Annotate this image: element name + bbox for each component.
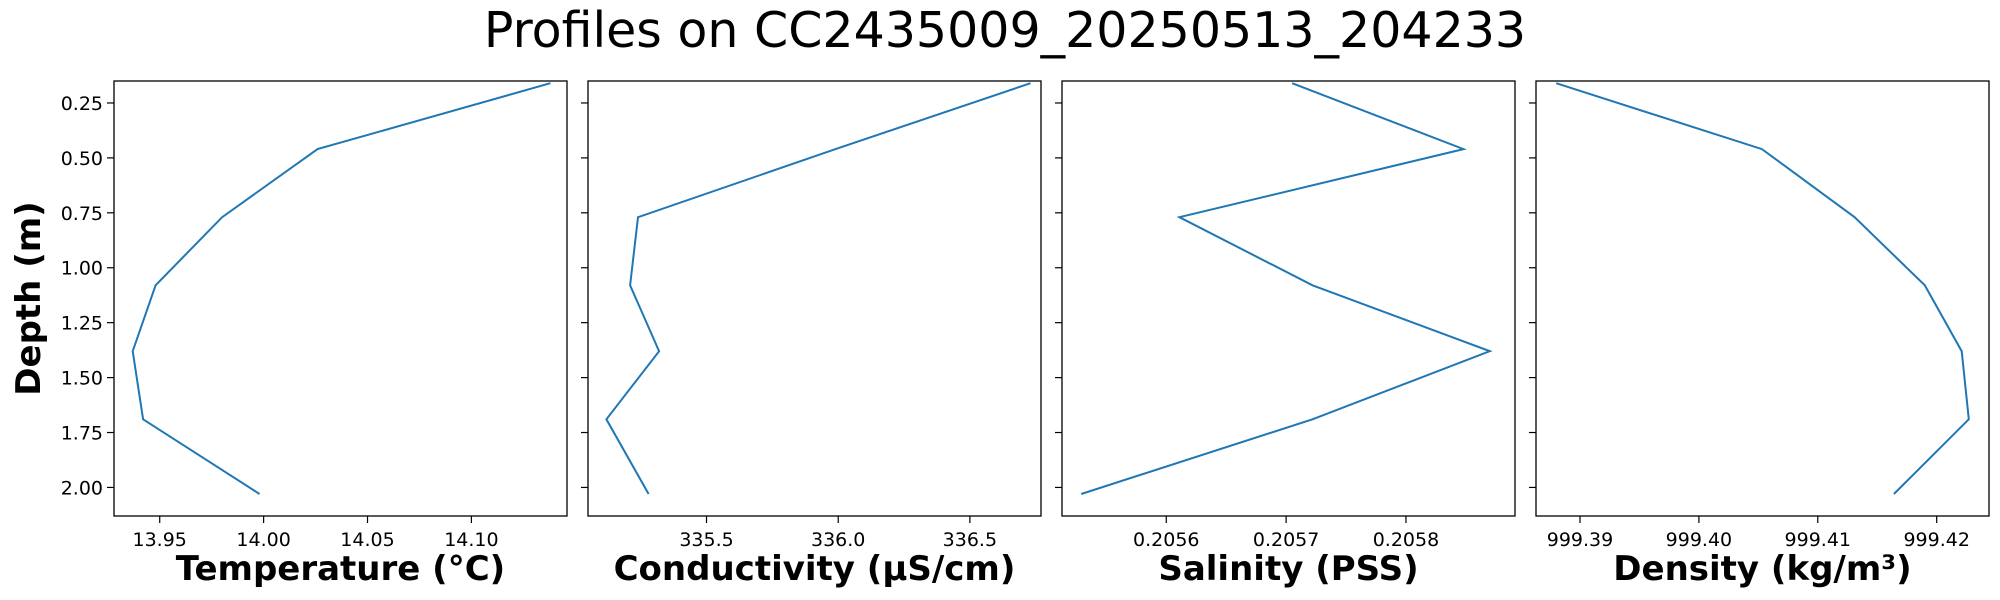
figure-title: Profiles on CC2435009_20250513_204233 [483, 2, 1527, 59]
y-tick-label: 0.25 [61, 93, 103, 115]
x-tick-label: 14.05 [340, 529, 394, 551]
x-tick-label: 336.5 [943, 529, 997, 551]
x-tick-label: 14.10 [444, 529, 498, 551]
y-tick-label: 0.75 [61, 203, 103, 225]
panel-frame [1535, 80, 1990, 517]
x-axis-label: Conductivity (µS/cm) [614, 549, 1016, 589]
panel-frame [587, 80, 1042, 517]
panel-frame [113, 80, 568, 517]
y-axis-label: Depth (m) [9, 201, 49, 395]
x-tick-label: 14.00 [236, 529, 290, 551]
y-tick-label: 1.75 [61, 423, 103, 445]
x-tick-label: 999.40 [1666, 529, 1732, 551]
x-tick-label: 0.2056 [1133, 529, 1199, 551]
profile-line [1080, 82, 1493, 495]
x-tick-label: 0.2058 [1373, 529, 1439, 551]
panel-1: 0.25 0.50 0.75 1.00 1.25 1.50 1.75 2.00 13.95 14.… [61, 80, 568, 589]
x-axis-label: Salinity (PSS) [1158, 549, 1418, 589]
y-tick-label: 1.00 [61, 258, 103, 280]
x-axis-label: Temperature (°C) [176, 549, 505, 589]
panel-frame [1061, 80, 1516, 517]
y-tick-label: 1.50 [61, 368, 103, 390]
x-tick-label: 999.41 [1785, 529, 1851, 551]
x-tick-label: 335.5 [679, 529, 733, 551]
profile-line [1555, 82, 1970, 495]
x-tick-label: 13.95 [133, 529, 187, 551]
x-axis-label: Density (kg/m³) [1613, 549, 1911, 589]
x-tick-label: 999.39 [1547, 529, 1613, 551]
x-tick-label: 0.2057 [1253, 529, 1319, 551]
y-tick-label: 0.50 [61, 148, 103, 170]
profile-line [131, 82, 551, 495]
y-tick-label: 1.25 [61, 313, 103, 335]
y-tick-label: 2.00 [61, 477, 103, 499]
x-tick-label: 336.0 [811, 529, 865, 551]
x-tick-label: 999.42 [1903, 529, 1969, 551]
profile-line [605, 82, 1031, 495]
panels-layer: 0.25 0.50 0.75 1.00 1.25 1.50 1.75 2.00 13.95 14.… [61, 80, 1990, 589]
